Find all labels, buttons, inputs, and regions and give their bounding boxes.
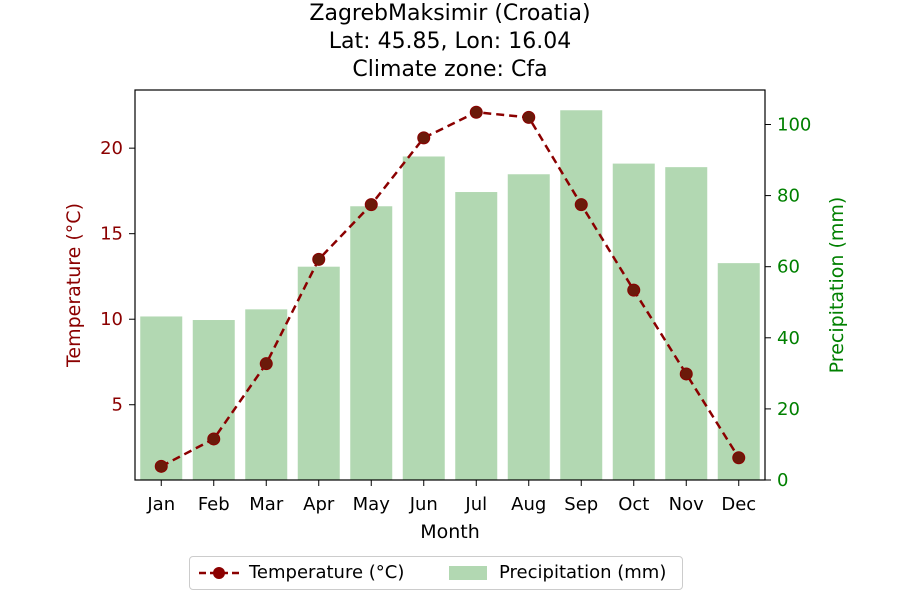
y-left-tick-label: 10 (100, 309, 123, 330)
precipitation-bar-jan (140, 316, 183, 480)
y-left-tick-label: 5 (112, 395, 123, 416)
temperature-point-apr (312, 252, 326, 266)
y-right-tick-label: 60 (777, 257, 800, 278)
precipitation-bar-dec (717, 263, 760, 480)
precipitation-bar-oct (612, 163, 655, 480)
y-right-tick-label: 0 (777, 470, 788, 491)
x-axis-label: Month (420, 521, 480, 543)
precipitation-bar-sep (560, 110, 603, 481)
precipitation-bar-apr (297, 266, 340, 480)
legend-precipitation-swatch-icon (449, 566, 487, 580)
y-left-tick-label: 20 (100, 138, 123, 159)
x-tick-label: Aug (511, 494, 546, 515)
temperature-point-mar (259, 357, 273, 371)
plot-frame (134, 89, 766, 481)
precipitation-bar-feb (192, 320, 235, 480)
precipitation-bar-aug (507, 174, 550, 480)
temperature-point-jan (154, 459, 168, 473)
x-tick-label: Jun (409, 494, 438, 515)
temperature-point-jul (469, 105, 483, 119)
y-axis-left-label: Temperature (°C) (63, 203, 85, 368)
x-tick-label: Apr (303, 494, 335, 515)
x-tick-label: Feb (198, 494, 230, 515)
temperature-line-layer (154, 105, 746, 473)
chart-title-line-3: Climate zone: Cfa (352, 57, 548, 82)
legend-label-temperature: Temperature (°C) (249, 562, 405, 583)
legend-item-temperature: Temperature (°C) (199, 562, 404, 584)
temperature-point-nov (679, 367, 693, 381)
y-right-tick-label: 40 (777, 328, 800, 349)
temperature-point-oct (627, 283, 641, 297)
temperature-point-jun (417, 131, 431, 145)
y-right-tick-label: 20 (777, 399, 800, 420)
temperature-line (160, 110, 740, 468)
legend-label-precipitation: Precipitation (mm) (499, 562, 667, 583)
precipitation-bar-jun (402, 156, 445, 480)
y-right-tick-label: 80 (777, 186, 800, 207)
precipitation-bar-may (350, 206, 393, 480)
temperature-point-feb (207, 432, 221, 446)
x-tick-label: May (353, 494, 391, 515)
x-tick-label: Sep (564, 494, 598, 515)
precipitation-bar-mar (245, 309, 288, 480)
axes: Jan Feb Mar Apr May Jun Jul Aug Sep Oct Nov Dec 5 10 1… (100, 89, 811, 515)
temperature-point-may (364, 198, 378, 212)
precipitation-bar-jul (455, 192, 498, 480)
precipitation-bars (140, 110, 760, 481)
y-axis-right-label: Precipitation (mm) (826, 197, 848, 374)
x-tick-label: Oct (618, 494, 649, 515)
legend-temperature-line-icon (199, 567, 239, 579)
x-tick-label: Jan (146, 494, 175, 515)
x-tick-label: Jul (464, 494, 487, 515)
temperature-point-dec (732, 451, 746, 465)
y-left-tick-label: 15 (100, 224, 123, 245)
precipitation-bar-nov (665, 167, 708, 480)
y-right-tick-label: 100 (777, 114, 811, 135)
chart-title-line-1: ZagrebMaksimir (Croatia) (309, 1, 591, 26)
x-tick-label: Dec (721, 494, 756, 515)
legend-item-precipitation: Precipitation (mm) (449, 562, 666, 584)
legend: Temperature (°C) Precipitation (mm) (189, 556, 683, 590)
chart-title-line-2: Lat: 45.85, Lon: 16.04 (328, 29, 572, 54)
x-tick-label: Mar (249, 494, 284, 515)
temperature-point-aug (522, 110, 536, 124)
x-tick-label: Nov (669, 494, 704, 515)
temperature-point-sep (574, 198, 588, 212)
